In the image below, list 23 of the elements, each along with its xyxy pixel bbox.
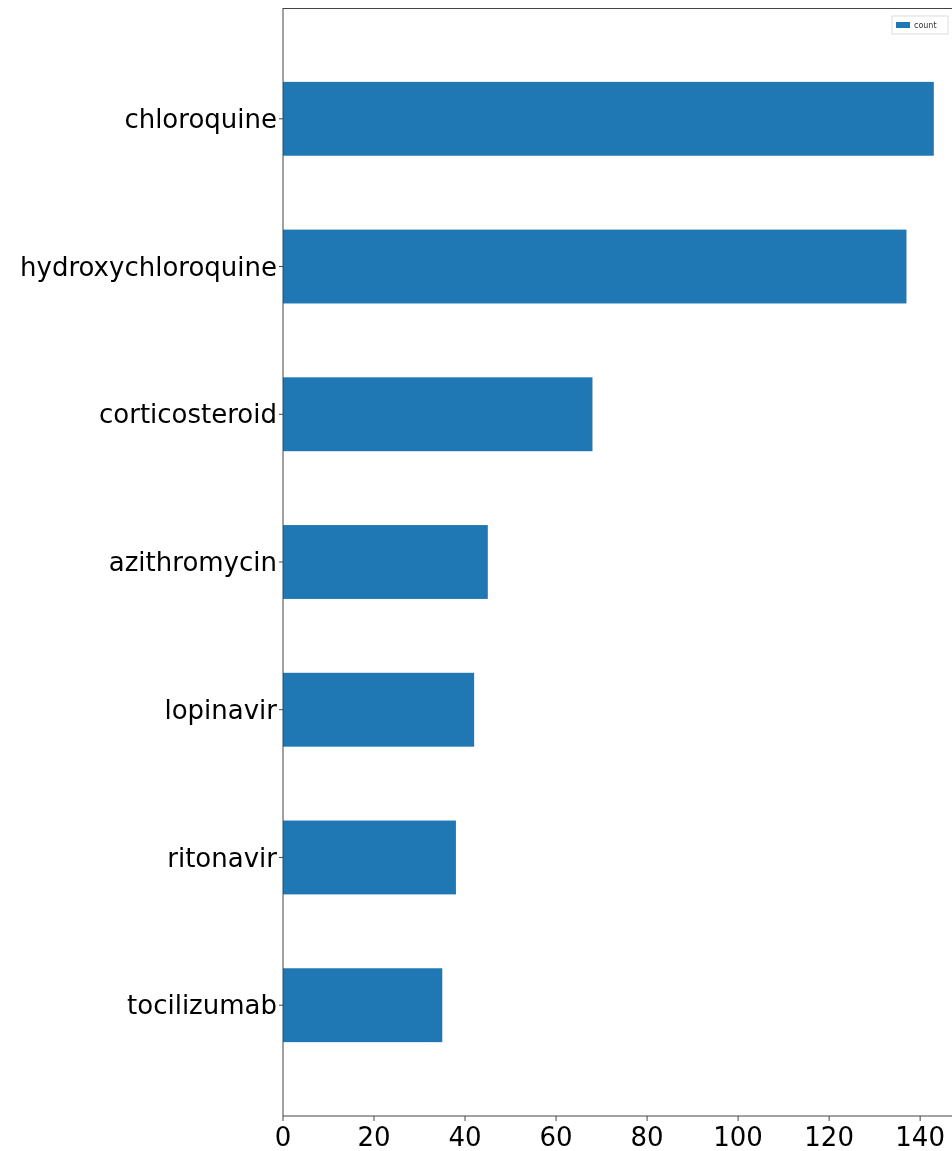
y-tick-label: tocilizumab xyxy=(127,990,277,1021)
y-tick-label: chloroquine xyxy=(124,103,277,134)
y-tick-label: lopinavir xyxy=(164,694,278,725)
x-tick-label: 80 xyxy=(630,1122,664,1151)
y-tick-label: hydroxychloroquine xyxy=(20,251,277,282)
bar xyxy=(283,525,488,599)
y-tick-label: corticosteroid xyxy=(98,399,277,430)
x-tick-label: 100 xyxy=(713,1122,763,1151)
bar xyxy=(283,820,456,895)
bar xyxy=(283,968,443,1043)
bar xyxy=(283,229,907,304)
x-tick-label: 40 xyxy=(448,1122,482,1151)
x-tick-label: 120 xyxy=(804,1122,854,1151)
bar xyxy=(283,377,593,452)
x-tick-label: 0 xyxy=(274,1122,292,1151)
y-tick-label: azithromycin xyxy=(108,547,277,578)
bar xyxy=(283,672,475,747)
x-tick-label: 20 xyxy=(357,1122,391,1151)
bar xyxy=(283,81,934,156)
x-tick-label: 140 xyxy=(895,1122,945,1151)
y-tick-label: ritonavir xyxy=(167,842,278,873)
x-tick-label: 60 xyxy=(539,1122,573,1151)
legend-label: count xyxy=(914,21,937,30)
